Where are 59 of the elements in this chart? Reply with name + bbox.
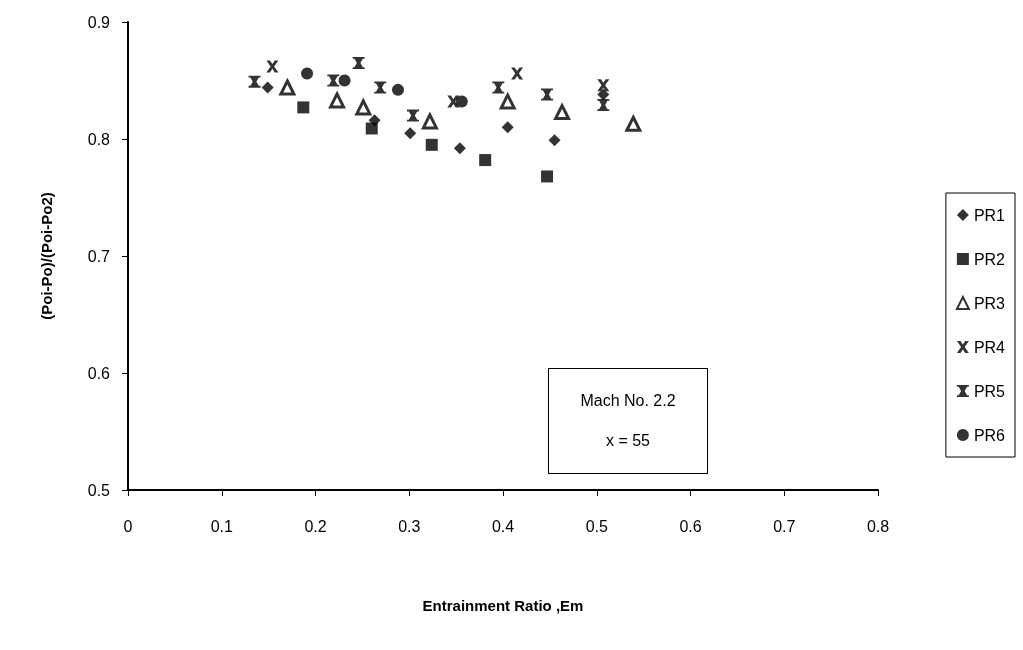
point: [404, 127, 417, 140]
point: [365, 122, 378, 135]
point: [501, 121, 514, 134]
point: [554, 104, 571, 121]
point: [266, 60, 279, 73]
y-tick-label: 0.8: [87, 130, 111, 148]
y-tick-label: 0.9: [87, 13, 111, 31]
x-tick-label: 0.7: [773, 517, 796, 535]
point: [511, 67, 524, 80]
point: [301, 67, 314, 80]
point: [498, 91, 517, 110]
x-tick-label: 0.6: [679, 517, 702, 535]
legend-label: PR4: [973, 338, 1006, 356]
point: [492, 81, 505, 94]
point: [278, 77, 297, 96]
x-tick-label: 0.2: [304, 517, 327, 535]
point: [338, 74, 351, 87]
point: [297, 101, 310, 114]
legend-label: PR3: [973, 294, 1006, 312]
point: [597, 99, 610, 112]
point: [455, 95, 468, 108]
point: [453, 142, 466, 155]
point: [541, 170, 554, 183]
note-box: Mach No. 2.2 x = 55: [548, 368, 708, 474]
point: [548, 134, 561, 147]
y-tick-label: 0.6: [87, 364, 111, 382]
x-tick-label: 0.8: [866, 517, 890, 535]
point: [479, 154, 492, 167]
legend-label: PR6: [973, 426, 1006, 444]
point: [425, 138, 438, 151]
point: [261, 81, 274, 94]
point: [248, 75, 261, 88]
point: [329, 92, 346, 109]
y-tick-label: 0.7: [87, 247, 111, 265]
point: [541, 88, 554, 101]
point: [355, 99, 372, 116]
point: [374, 81, 387, 94]
point: [597, 88, 610, 101]
y-tick-label: 0.5: [87, 481, 111, 499]
point: [352, 56, 365, 69]
x-tick-label: 0.5: [585, 517, 608, 535]
x-tick-label: 0.1: [210, 517, 233, 535]
point: [625, 115, 642, 132]
x-tick-label: 0.3: [398, 517, 421, 535]
annotation: Mach No. 2.2: [579, 391, 677, 411]
x-tick-label: 0.4: [491, 517, 515, 535]
annotation: x = 55: [605, 431, 651, 451]
x-tick-label: 0: [123, 517, 133, 535]
legend-label: PR2: [973, 250, 1006, 268]
point: [447, 95, 460, 108]
legend-label: PR5: [973, 382, 1006, 400]
point: [421, 113, 438, 130]
legend-label: PR1: [973, 206, 1006, 224]
point: [597, 79, 610, 92]
x-axis-title: Entrainment Ratio ,Em: [422, 597, 584, 614]
point: [407, 109, 419, 122]
point: [327, 74, 340, 87]
point: [392, 83, 404, 96]
y-axis-title: (Poi-Po)/(Poi-Po2): [38, 192, 55, 320]
